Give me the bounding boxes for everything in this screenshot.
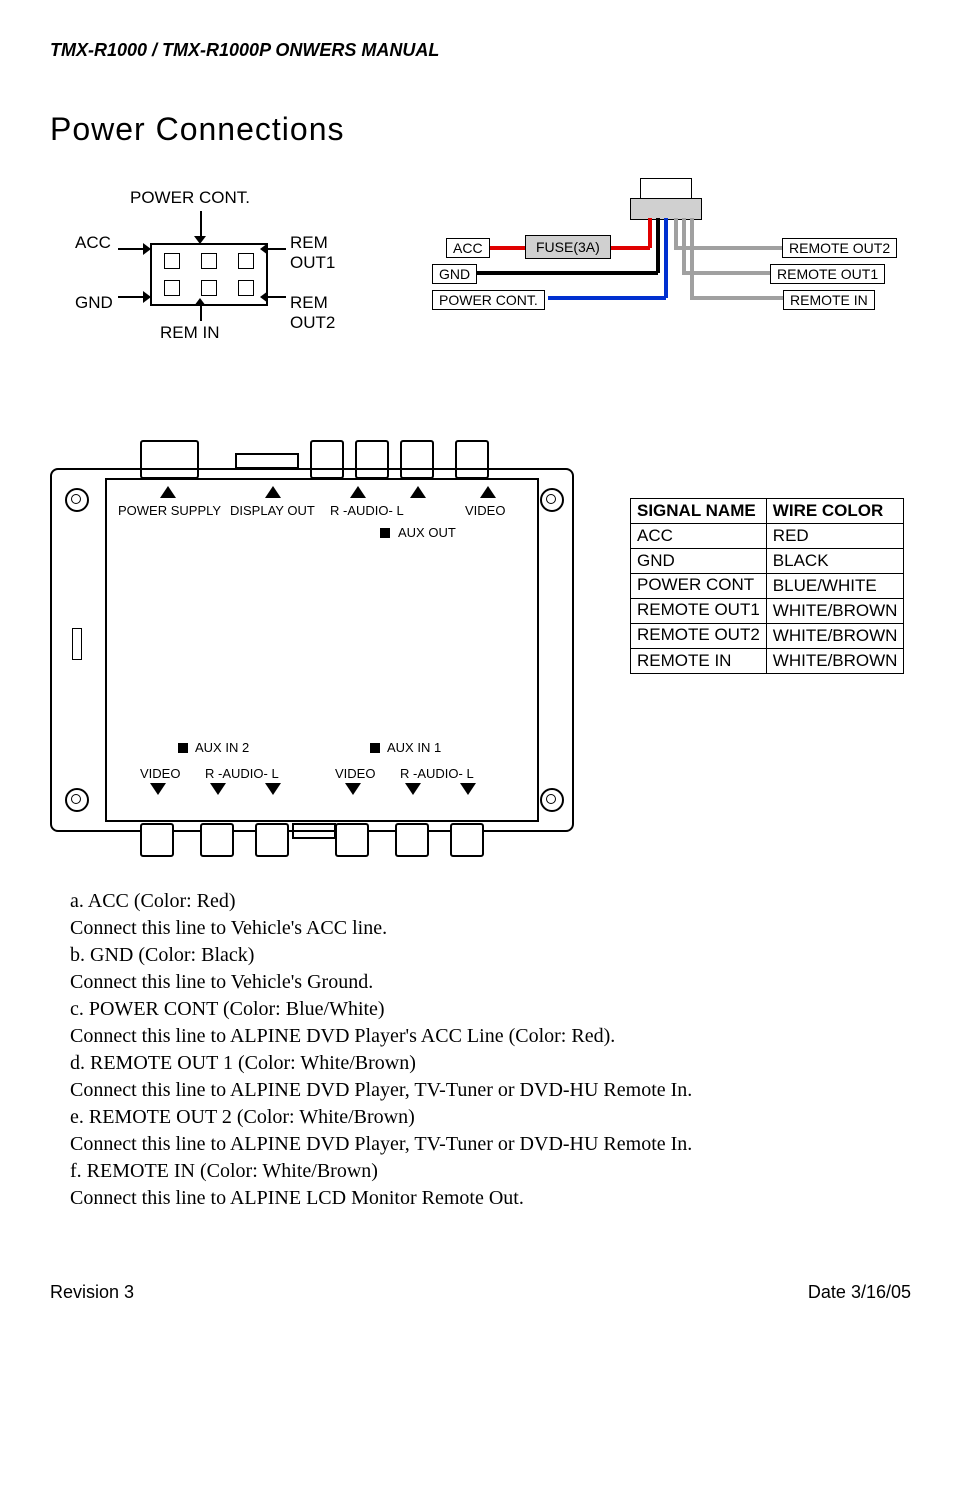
table-row: POWER CONT BLUE/WHITE: [631, 574, 904, 599]
cell-wire: BLUE/WHITE: [766, 574, 904, 599]
cell-signal: REMOTE IN: [631, 649, 767, 674]
cell-wire: WHITE/BROWN: [766, 624, 904, 649]
cell-signal: GND: [631, 549, 767, 574]
label-gnd: GND: [75, 293, 113, 313]
footer: Revision 3 Date 3/16/05: [50, 1282, 911, 1303]
label-video-2: VIDEO: [140, 766, 180, 781]
wire-powercont: [664, 218, 668, 298]
cell-signal: REMOTE OUT2: [631, 624, 767, 649]
table-row: REMOTE IN WHITE/BROWN: [631, 649, 904, 674]
wire-label-remoteout2: REMOTE OUT2: [782, 238, 897, 258]
label-rem-in: REM IN: [160, 323, 220, 343]
unit-row: POWER SUPPLY DISPLAY OUT R -AUDIO- L VID…: [50, 428, 911, 848]
label-aux-in-2: AUX IN 2: [195, 740, 249, 755]
cell-signal: REMOTE OUT1: [631, 599, 767, 624]
desc-f-text: Connect this line to ALPINE LCD Monitor …: [70, 1185, 911, 1212]
wire-remotein: [690, 218, 694, 298]
wire-label-gnd: GND: [432, 264, 477, 284]
descriptions: a. ACC (Color: Red) Connect this line to…: [50, 888, 911, 1212]
label-r-audio-l-2: R -AUDIO- L: [205, 766, 279, 781]
cell-wire: WHITE/BROWN: [766, 599, 904, 624]
wire-remoteout2: [674, 218, 678, 248]
document-header: TMX-R1000 / TMX-R1000P ONWERS MANUAL: [50, 40, 911, 61]
wire-label-remotein: REMOTE IN: [783, 290, 875, 310]
desc-e-label: e. REMOTE OUT 2 (Color: White/Brown): [70, 1104, 911, 1131]
wire-label-remoteout1: REMOTE OUT1: [770, 264, 885, 284]
cell-wire: BLACK: [766, 549, 904, 574]
th-wire: WIRE COLOR: [766, 499, 904, 524]
label-aux-out: AUX OUT: [398, 525, 456, 540]
cell-wire: WHITE/BROWN: [766, 649, 904, 674]
diagrams-row: POWER CONT. ACC GND REM OUT1 REM OUT2 RE…: [50, 178, 911, 378]
cell-wire: RED: [766, 524, 904, 549]
footer-date: Date 3/16/05: [808, 1282, 911, 1303]
desc-e-text: Connect this line to ALPINE DVD Player, …: [70, 1131, 911, 1158]
label-video-3: VIDEO: [335, 766, 375, 781]
desc-c-label: c. POWER CONT (Color: Blue/White): [70, 996, 911, 1023]
footer-revision: Revision 3: [50, 1282, 134, 1303]
table-row: GND BLACK: [631, 549, 904, 574]
label-display-out: DISPLAY OUT: [230, 503, 315, 518]
cell-signal: POWER CONT: [631, 574, 767, 599]
label-r-audio-l: R -AUDIO- L: [330, 503, 404, 518]
connector-diagram: POWER CONT. ACC GND REM OUT1 REM OUT2 RE…: [50, 178, 350, 378]
label-r-audio-l-3: R -AUDIO- L: [400, 766, 474, 781]
desc-a-label: a. ACC (Color: Red): [70, 888, 911, 915]
table-row: REMOTE OUT1 WHITE/BROWN: [631, 599, 904, 624]
label-rem-out1: REM OUT1: [290, 233, 350, 273]
desc-f-label: f. REMOTE IN (Color: White/Brown): [70, 1158, 911, 1185]
label-power-supply: POWER SUPPLY: [118, 503, 221, 518]
connector-title: POWER CONT.: [130, 188, 250, 208]
connector-box: [150, 243, 268, 306]
desc-d-label: d. REMOTE OUT 1 (Color: White/Brown): [70, 1050, 911, 1077]
table-row: REMOTE OUT2 WHITE/BROWN: [631, 624, 904, 649]
label-acc: ACC: [75, 233, 111, 253]
th-signal: SIGNAL NAME: [631, 499, 767, 524]
wire-gnd: [656, 218, 660, 273]
desc-b-text: Connect this line to Vehicle's Ground.: [70, 969, 911, 996]
desc-b-label: b. GND (Color: Black): [70, 942, 911, 969]
label-video: VIDEO: [465, 503, 505, 518]
plug-base-icon: [630, 198, 702, 220]
label-rem-out2: REM OUT2: [290, 293, 350, 333]
wire-acc: [648, 218, 652, 248]
desc-d-text: Connect this line to ALPINE DVD Player, …: [70, 1077, 911, 1104]
label-aux-in-1: AUX IN 1: [387, 740, 441, 755]
wire-label-powercont: POWER CONT.: [432, 290, 545, 310]
table-header-row: SIGNAL NAME WIRE COLOR: [631, 499, 904, 524]
wiring-diagram: FUSE(3A) ACC GND POWER CONT. REMOTE OUT2…: [430, 178, 910, 378]
page-heading: Power Connections: [50, 111, 911, 148]
plug-icon: [640, 178, 692, 200]
cell-signal: ACC: [631, 524, 767, 549]
signal-table: SIGNAL NAME WIRE COLOR ACC RED GND BLACK…: [630, 498, 904, 674]
fuse-label: FUSE(3A): [525, 235, 611, 259]
wire-label-acc: ACC: [446, 238, 490, 258]
desc-a-text: Connect this line to Vehicle's ACC line.: [70, 915, 911, 942]
desc-c-text: Connect this line to ALPINE DVD Player's…: [70, 1023, 911, 1050]
wire-remoteout1: [682, 218, 686, 273]
table-row: ACC RED: [631, 524, 904, 549]
unit-diagram: POWER SUPPLY DISPLAY OUT R -AUDIO- L VID…: [50, 428, 570, 848]
